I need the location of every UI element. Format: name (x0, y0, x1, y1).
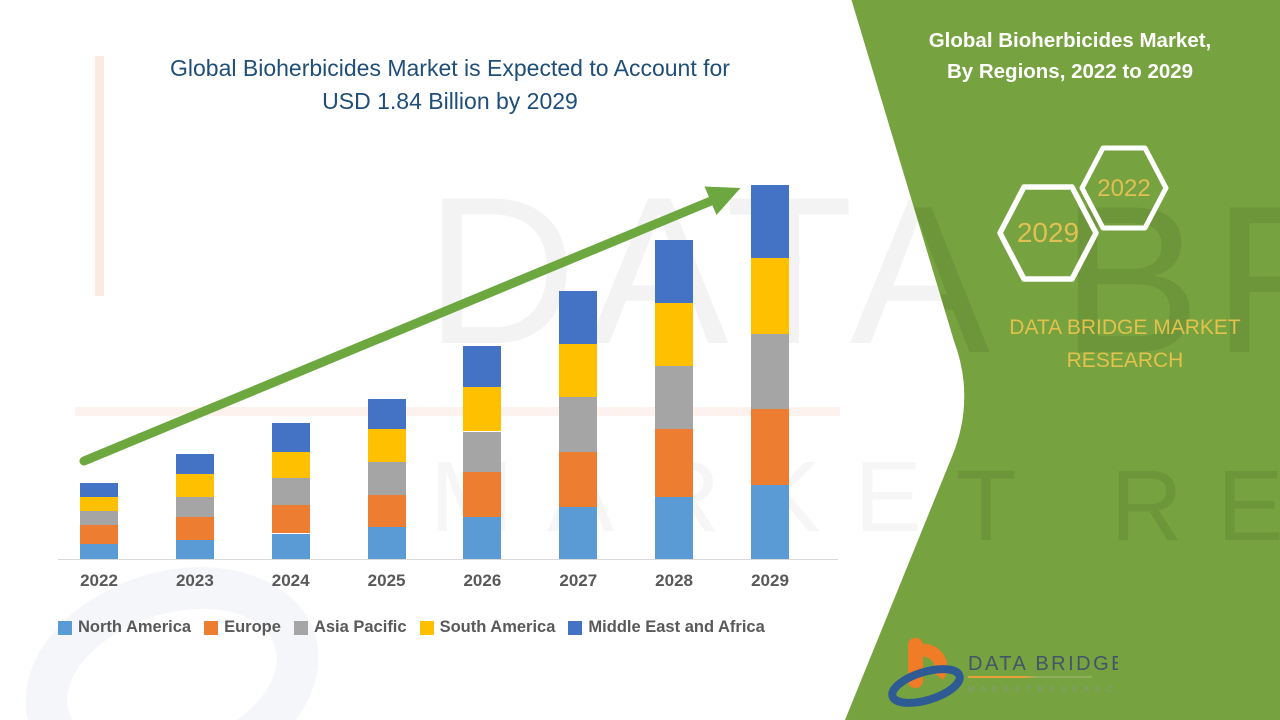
hexagon-2022 (1079, 145, 1169, 231)
bar-segment-europe-2024 (271, 504, 310, 534)
bar-segment-europe-2023 (175, 517, 214, 540)
bar-segment-north-america-2029 (751, 484, 789, 560)
bar-segment-asia-pacific-2023 (175, 496, 214, 518)
legend-item-north-america: North America (58, 618, 191, 637)
logo-divider (968, 676, 1092, 678)
legend-label: Europe (224, 618, 281, 636)
hexagon-2022-label: 2022 (1097, 175, 1150, 202)
bar-segment-north-america-2025 (367, 527, 406, 560)
legend-label: South America (439, 618, 556, 636)
bar-segment-north-america-2027 (559, 507, 598, 560)
bar-segment-north-america-2024 (271, 533, 310, 560)
green-panel-shape (845, 0, 1280, 720)
x-axis-label-2027: 2027 (559, 571, 598, 590)
logo-name: DATA BRIDGE (968, 653, 1118, 675)
logo-tagline: M A R K E T R E S E A R C H (968, 685, 1118, 694)
bar-segment-middle-east-and-africa-2027 (559, 290, 598, 344)
bar-segment-north-america-2026 (463, 517, 502, 560)
bar-segment-europe-2026 (463, 472, 502, 518)
x-axis-line (58, 559, 838, 560)
decor-band (75, 407, 840, 416)
chart-legend: North America Europe Asia Pacific South Ame… (58, 618, 765, 637)
bar-segment-middle-east-and-africa-2029 (751, 184, 789, 258)
panel-brand-line2: RESEARCH (1066, 348, 1184, 372)
panel-brand-text: DATA BRIDGE MARKET RESEARCH (975, 312, 1275, 377)
legend-item-asia-pacific: Asia Pacific (293, 618, 407, 637)
bar-segment-south-america-2025 (367, 429, 406, 462)
bar-segment-south-america-2029 (751, 258, 789, 334)
decor-strip (95, 56, 104, 296)
bar-segment-north-america-2022 (80, 543, 118, 560)
bar-segment-south-america-2028 (655, 303, 694, 367)
x-axis-label-2026: 2026 (463, 571, 502, 590)
legend-item-europe: Europe (204, 618, 281, 637)
bar-segment-asia-pacific-2022 (80, 511, 118, 526)
bar-segment-middle-east-and-africa-2022 (80, 482, 118, 497)
legend-swatch-icon (204, 620, 219, 635)
bar-segment-asia-pacific-2027 (559, 396, 598, 452)
hexagon-2029-label: 2029 (1017, 217, 1079, 248)
legend-swatch-icon (293, 620, 308, 635)
x-axis-label-2022: 2022 (80, 571, 118, 590)
legend-swatch-icon (568, 620, 583, 635)
legend-swatch-icon (58, 620, 72, 635)
legend-label: Asia Pacific (313, 618, 407, 636)
x-axis-label-2025: 2025 (367, 571, 406, 590)
legend-label: Middle East and Africa (588, 618, 765, 636)
x-axis-label-2024: 2024 (271, 571, 310, 590)
bar-segment-south-america-2026 (463, 386, 502, 432)
bar-segment-south-america-2024 (271, 451, 310, 479)
bar-segment-north-america-2028 (655, 496, 694, 560)
panel-brand-line1: DATA BRIDGE MARKET (1009, 316, 1241, 339)
x-axis-label-2023: 2023 (175, 571, 214, 590)
legend-item-south-america: South America (419, 618, 556, 637)
panel-header-line2: By Regions, 2022 to 2029 (946, 59, 1194, 83)
x-axis-label-2028: 2028 (655, 571, 693, 590)
bar-segment-europe-2025 (367, 494, 406, 528)
bar-segment-north-america-2023 (175, 539, 214, 560)
logo-swoosh-icon (888, 665, 964, 707)
bar-segment-europe-2029 (751, 409, 789, 485)
bar-segment-asia-pacific-2028 (655, 366, 694, 430)
bar-segment-asia-pacific-2029 (751, 333, 789, 410)
bar-segment-middle-east-and-africa-2024 (271, 423, 310, 452)
bar-segment-middle-east-and-africa-2028 (655, 239, 694, 303)
bar-segment-south-america-2023 (175, 474, 214, 497)
legend-label: North America (78, 618, 192, 636)
chart-title-line1: Global Bioherbicides Market is Expected … (170, 55, 730, 81)
bar-segment-europe-2027 (559, 451, 598, 507)
bar-segment-asia-pacific-2024 (271, 478, 310, 505)
chart-title-line2: USD 1.84 Billion by 2029 (322, 87, 578, 114)
bar-segment-middle-east-and-africa-2025 (367, 398, 406, 430)
panel-header: Global Bioherbicides Market, By Regions,… (905, 26, 1235, 88)
logo-b-icon (908, 638, 948, 688)
databridge-logo: DATA BRIDGE M A R K E T R E S E A R C H (888, 638, 1118, 707)
legend-item-middle-east-and-africa: Middle East and Africa (568, 618, 765, 637)
bar-segment-middle-east-and-africa-2023 (175, 453, 214, 475)
x-axis-label-2029: 2029 (751, 571, 789, 590)
bar-segment-middle-east-and-africa-2026 (463, 345, 502, 387)
bar-segment-asia-pacific-2025 (367, 462, 406, 495)
bar-segment-south-america-2022 (80, 496, 118, 512)
bar-segment-asia-pacific-2026 (463, 431, 502, 473)
legend-swatch-icon (419, 620, 434, 635)
chart-title: Global Bioherbicides Market is Expected … (120, 52, 780, 117)
bar-segment-europe-2028 (655, 429, 694, 497)
bar-segment-south-america-2027 (559, 343, 598, 397)
panel-header-line1: Global Bioherbicides Market, (928, 29, 1212, 52)
bar-segment-europe-2022 (80, 525, 118, 544)
hexagon-2029 (997, 184, 1099, 282)
